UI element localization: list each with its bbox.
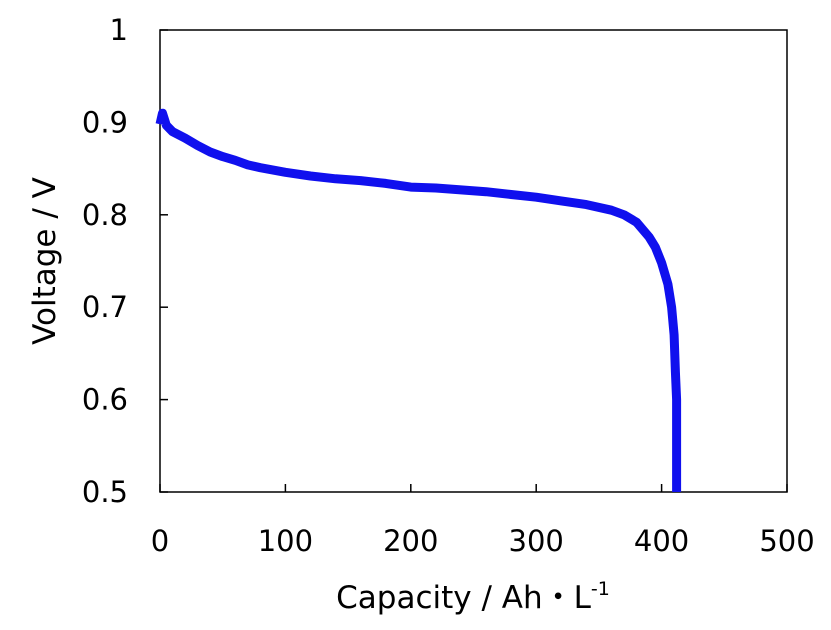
- tick-labels: 0 100 200 300 400 500 0.5 0.6 0.7 0.8 0.9 1: [82, 13, 815, 558]
- y-tick-label: 0.5: [82, 475, 128, 509]
- x-axis-label: Capacity / Ah・L-1: [336, 578, 610, 616]
- series-line: [155, 108, 682, 492]
- x-tick-label: 0: [151, 524, 169, 558]
- plot-frame: [159, 29, 788, 493]
- y-axis-label: Voltage / V: [27, 177, 63, 345]
- x-tick-label: 400: [634, 524, 689, 558]
- y-tick-label: 0.7: [82, 290, 128, 324]
- x-tick-label: 300: [509, 524, 564, 558]
- x-tick-label: 100: [258, 524, 313, 558]
- x-axis-label-superscript: -1: [591, 578, 610, 600]
- data-series: [155, 108, 682, 492]
- y-tick-label: 1: [110, 13, 128, 47]
- y-tick-label: 0.6: [82, 383, 128, 417]
- x-tick-label: 200: [383, 524, 438, 558]
- x-axis-label-main: Capacity / Ah・L: [336, 580, 591, 616]
- y-tick-label: 0.9: [82, 105, 128, 139]
- axis-ticks: [159, 29, 788, 493]
- y-tick-label: 0.8: [82, 198, 128, 232]
- x-tick-label: 500: [759, 524, 814, 558]
